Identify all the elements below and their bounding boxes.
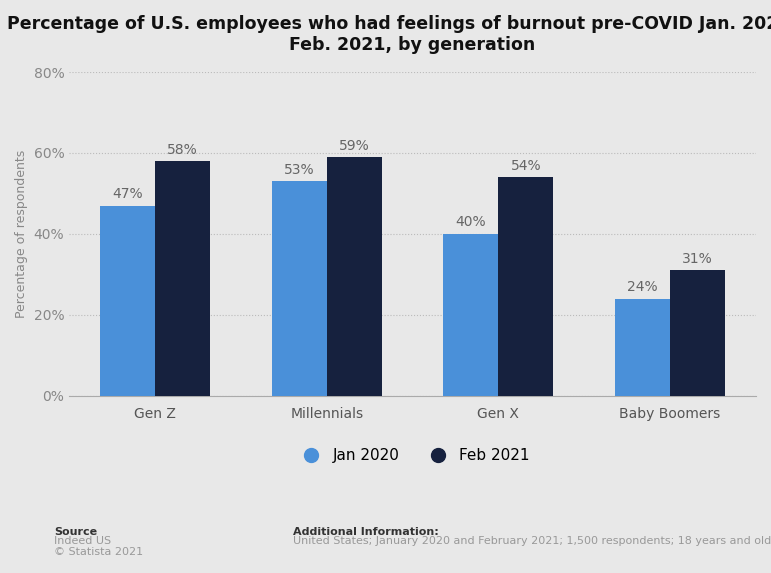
Bar [615, 299, 670, 396]
Text: 31%: 31% [682, 252, 712, 266]
Text: 54%: 54% [510, 159, 541, 173]
Y-axis label: Percentage of respondents: Percentage of respondents [15, 150, 28, 318]
Text: 58%: 58% [167, 143, 198, 156]
Text: Indeed US
© Statista 2021: Indeed US © Statista 2021 [54, 536, 143, 558]
Text: 40%: 40% [456, 215, 487, 229]
Text: 47%: 47% [113, 187, 143, 201]
Bar [670, 270, 725, 396]
Text: 59%: 59% [339, 139, 369, 152]
Title: Percentage of U.S. employees who had feelings of burnout pre-COVID Jan. 2020 vs
: Percentage of U.S. employees who had fee… [7, 15, 771, 54]
Bar [155, 161, 210, 396]
Bar [443, 234, 498, 396]
Legend: Jan 2020, Feb 2021: Jan 2020, Feb 2021 [290, 442, 536, 469]
Text: 53%: 53% [284, 163, 315, 177]
Bar [327, 157, 382, 396]
Text: Additional Information:: Additional Information: [293, 527, 439, 537]
Text: 24%: 24% [627, 280, 658, 294]
Text: United States; January 2020 and February 2021; 1,500 respondents; 18 years and o: United States; January 2020 and February… [293, 536, 771, 545]
Bar [100, 206, 155, 396]
Bar [498, 177, 554, 396]
Bar [272, 181, 327, 396]
Text: Source: Source [54, 527, 97, 537]
